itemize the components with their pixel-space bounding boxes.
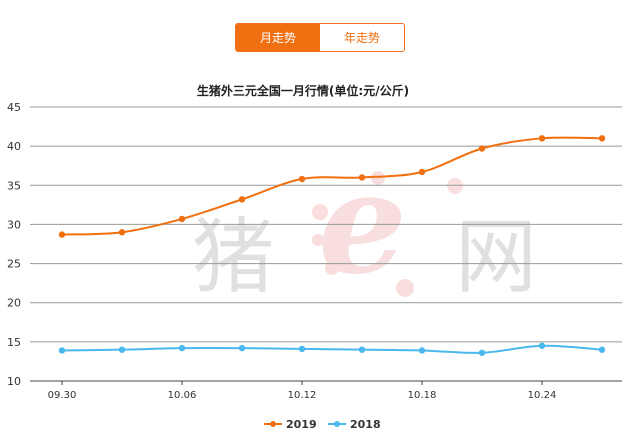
y-tick-label: 30 [7, 218, 21, 231]
watermark-logo: 猪 e 网 [192, 142, 537, 306]
legend-marker-2019 [270, 421, 276, 427]
data-point-2019 [238, 196, 246, 203]
data-point-2019 [538, 135, 546, 142]
legend-marker-2018 [334, 421, 340, 427]
series-line-2018 [61, 344, 603, 354]
watermark-dot [371, 171, 385, 185]
data-point-2018 [478, 349, 486, 357]
watermark-left-char: 猪 [192, 210, 274, 305]
y-axis-ticks: 10 15 20 25 30 35 40 45 [7, 101, 21, 388]
trend-toggle: 月走势 年走势 [235, 23, 405, 52]
data-point-2018 [538, 342, 546, 349]
data-point-2018 [58, 347, 66, 354]
y-tick-label: 20 [7, 297, 21, 310]
data-point-2018 [238, 344, 246, 352]
watermark-dot [312, 204, 328, 220]
x-tick-label: 10.12 [288, 390, 317, 401]
data-point-2019 [478, 145, 486, 152]
x-tick-label: 10.24 [528, 390, 557, 401]
chart-grid [30, 106, 622, 382]
y-tick-label: 40 [7, 140, 21, 153]
x-tick-label: 10.06 [168, 390, 197, 401]
data-point-2019 [418, 168, 426, 176]
watermark-dot [312, 234, 324, 246]
legend-label-2019: 2019 [286, 418, 317, 431]
x-axis-ticks: 09.30 10.06 10.12 10.18 10.24 [48, 381, 557, 401]
data-point-2018 [118, 346, 126, 353]
watermark-dot [396, 279, 414, 297]
data-point-2018 [358, 346, 366, 353]
data-point-2018 [598, 346, 606, 353]
data-point-2019 [598, 135, 606, 142]
data-point-2018 [418, 347, 426, 354]
legend-label-2018: 2018 [350, 418, 381, 431]
watermark-dot [325, 261, 339, 275]
data-point-2019 [358, 174, 366, 181]
x-tick-label: 09.30 [48, 390, 77, 401]
watermark-right-char: 网 [455, 210, 537, 305]
y-tick-label: 45 [7, 101, 21, 114]
y-tick-label: 25 [7, 258, 21, 271]
tab-monthly-trend[interactable]: 月走势 [236, 24, 320, 51]
series-line-2019 [61, 136, 603, 236]
x-tick-label: 10.18 [408, 390, 437, 401]
watermark-dot [447, 178, 463, 194]
series-layer [58, 135, 606, 357]
data-point-2018 [298, 345, 306, 353]
data-point-2019 [58, 231, 66, 238]
y-tick-label: 15 [7, 336, 21, 349]
y-tick-label: 10 [7, 375, 21, 388]
y-tick-label: 35 [7, 179, 21, 192]
chart-title: 生猪外三元全国一月行情(单位:元/公斤) [197, 83, 409, 98]
data-point-2019 [118, 229, 126, 236]
chart-legend: 2019 2018 [264, 418, 381, 431]
tab-yearly-trend[interactable]: 年走势 [320, 24, 404, 51]
data-point-2019 [298, 175, 306, 183]
data-point-2018 [178, 344, 186, 352]
data-point-2019 [178, 215, 186, 223]
